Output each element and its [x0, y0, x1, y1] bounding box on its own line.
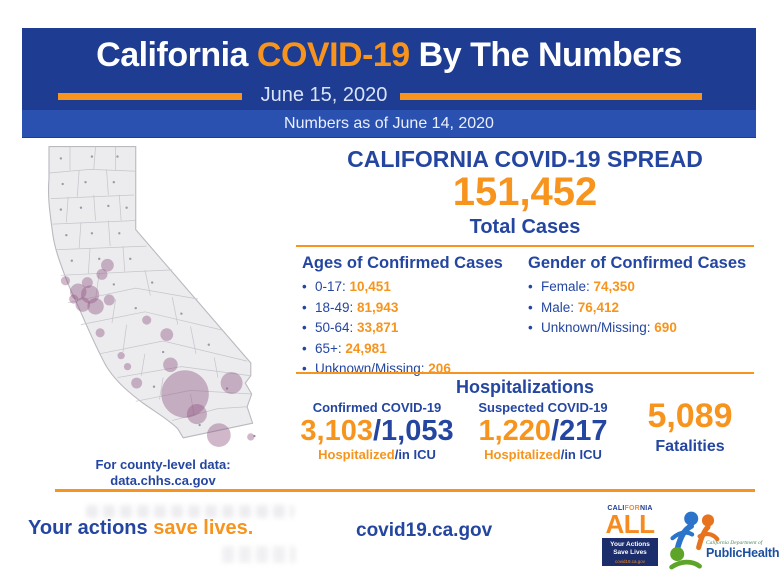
age-label: 0-17: — [315, 279, 350, 294]
california-outline — [47, 146, 254, 439]
gender-list: Female: 74,350 Male: 76,412 Unknown/Miss… — [528, 277, 754, 339]
age-label: 65+: — [315, 340, 346, 356]
age-label: 50-64: — [315, 320, 358, 335]
site-link[interactable]: covid19.ca.gov — [356, 520, 493, 541]
title-california: California — [96, 36, 257, 74]
ages-section: Ages of Confirmed Cases 0-17: 10,451 18-… — [302, 254, 517, 380]
report-date: June 15, 2020 — [260, 84, 388, 106]
tagline-orange-part: save lives. — [153, 517, 254, 539]
list-item: Male: 76,412 — [528, 298, 754, 319]
total-cases-value: 151,452 — [452, 170, 598, 214]
public-health-name: PublicHealth — [706, 546, 780, 560]
public-health-text: California Department of PublicHealth — [706, 540, 780, 560]
word-cali: CALI — [607, 505, 625, 512]
watermark-artifact-bottom — [222, 546, 296, 563]
ages-list: 0-17: 10,451 18-49: 81,943 50-64: 33,871… — [302, 277, 517, 380]
confirmed-icu-value: /1,053 — [372, 415, 454, 447]
california-all-all: ALL — [605, 509, 655, 539]
page-title: California COVID-19 By The Numbers — [22, 36, 756, 75]
confirmed-label: Confirmed COVID-19 — [312, 400, 442, 415]
california-county-map — [28, 142, 280, 457]
in-icu-word: /in ICU — [394, 447, 436, 462]
map-caption[interactable]: For county-level data: data.chhs.ca.gov — [58, 457, 268, 489]
gender-label: Female: — [541, 279, 594, 294]
spread-title: CALIFORNIA COVID-19 SPREAD — [347, 146, 703, 172]
gender-value: 690 — [654, 320, 677, 335]
in-icu-word: /in ICU — [560, 447, 602, 462]
confirmed-hospitalizations: Confirmed COVID-19 3,103/1,053 Hospitali… — [292, 400, 462, 462]
tagline: Your actions save lives. — [28, 517, 253, 540]
title-by-the-numbers: By The Numbers — [409, 36, 683, 74]
hospitalizations-title: Hospitalizations — [455, 377, 594, 397]
fatalities-label: Fatalities — [655, 438, 725, 455]
fatalities-section: 5,089 Fatalities — [626, 398, 754, 456]
word-for: FOR — [624, 505, 640, 512]
confirmed-numbers: 3,103/1,053 — [292, 415, 462, 447]
age-label: 18-49: — [315, 299, 358, 315]
department-line: California Department of — [706, 540, 763, 546]
list-item: 18-49: 81,943 — [302, 298, 517, 319]
county-bubbles — [60, 258, 255, 447]
county-seat-dots — [59, 155, 256, 438]
asof-text: Numbers as of June 14, 2020 — [284, 115, 494, 132]
word-nia: NIA — [639, 505, 653, 512]
hospitalized-word: Hospitalized — [484, 447, 561, 462]
age-value: 24,981 — [345, 340, 387, 356]
watermark-artifact-top — [86, 505, 294, 518]
suspected-icu-value: /217 — [551, 415, 608, 447]
california-all-wordmark: CALIFORNIA — [602, 505, 658, 512]
date-row: June 15, 2020 — [22, 84, 756, 106]
confirmed-hospitalized-value: 3,103 — [300, 415, 373, 447]
asof-band: Numbers as of June 14, 2020 — [22, 110, 756, 137]
gender-title: Gender of Confirmed Cases — [528, 254, 747, 272]
list-item: 65+: 24,981 — [302, 339, 517, 360]
slogan-line2: Save Lives — [613, 549, 647, 556]
map-caption-link[interactable]: data.chhs.ca.gov — [110, 473, 216, 488]
california-map-svg — [47, 146, 256, 447]
total-cases-label: Total Cases — [469, 216, 581, 238]
fatalities-value: 5,089 — [647, 397, 733, 435]
public-health-logo: California Department of PublicHealth — [666, 508, 780, 578]
divider-middle — [296, 372, 754, 374]
list-item: Unknown/Missing: 690 — [528, 318, 754, 339]
list-item: Female: 74,350 — [528, 277, 754, 298]
suspected-hospitalizations: Suspected COVID-19 1,220/217 Hospitalize… — [468, 400, 618, 462]
date-divider-left — [58, 93, 242, 100]
suspected-sublabel: Hospitalized/in ICU — [468, 447, 618, 462]
list-item: 0-17: 10,451 — [302, 277, 517, 298]
list-item: 50-64: 33,871 — [302, 318, 517, 339]
gender-value: 74,350 — [593, 279, 635, 294]
county-borders — [48, 146, 252, 421]
suspected-label: Suspected COVID-19 — [478, 400, 608, 415]
suspected-hospitalized-value: 1,220 — [478, 415, 552, 447]
suspected-numbers: 1,220/217 — [468, 415, 618, 447]
gender-label: Unknown/Missing: — [541, 320, 655, 335]
slogan-url: covid19.ca.gov — [614, 559, 646, 564]
california-all-slogan-box: Your Actions Save Lives covid19.ca.gov — [602, 538, 658, 566]
map-caption-line1: For county-level data: — [95, 457, 231, 472]
confirmed-sublabel: Hospitalized/in ICU — [292, 447, 462, 462]
age-value: 33,871 — [357, 320, 399, 335]
divider-top — [296, 245, 754, 247]
california-all-logo: CALIFORNIA ALL Your Actions Save Lives c… — [602, 505, 658, 579]
public-health-figures-icon — [669, 511, 720, 570]
hospitalized-word: Hospitalized — [318, 447, 395, 462]
age-value: 10,451 — [349, 279, 391, 294]
gender-section: Gender of Confirmed Cases Female: 74,350… — [528, 254, 754, 339]
tagline-blue-part: Your actions — [28, 517, 154, 539]
gender-value: 76,412 — [577, 299, 620, 315]
gender-label: Male: — [541, 299, 578, 315]
date-divider-right — [400, 93, 702, 100]
slogan-line1: Your Actions — [610, 541, 650, 548]
title-covid19: COVID-19 — [256, 36, 410, 74]
age-value: 81,943 — [357, 299, 399, 315]
divider-bottom — [55, 489, 755, 492]
ages-title: Ages of Confirmed Cases — [302, 254, 503, 272]
